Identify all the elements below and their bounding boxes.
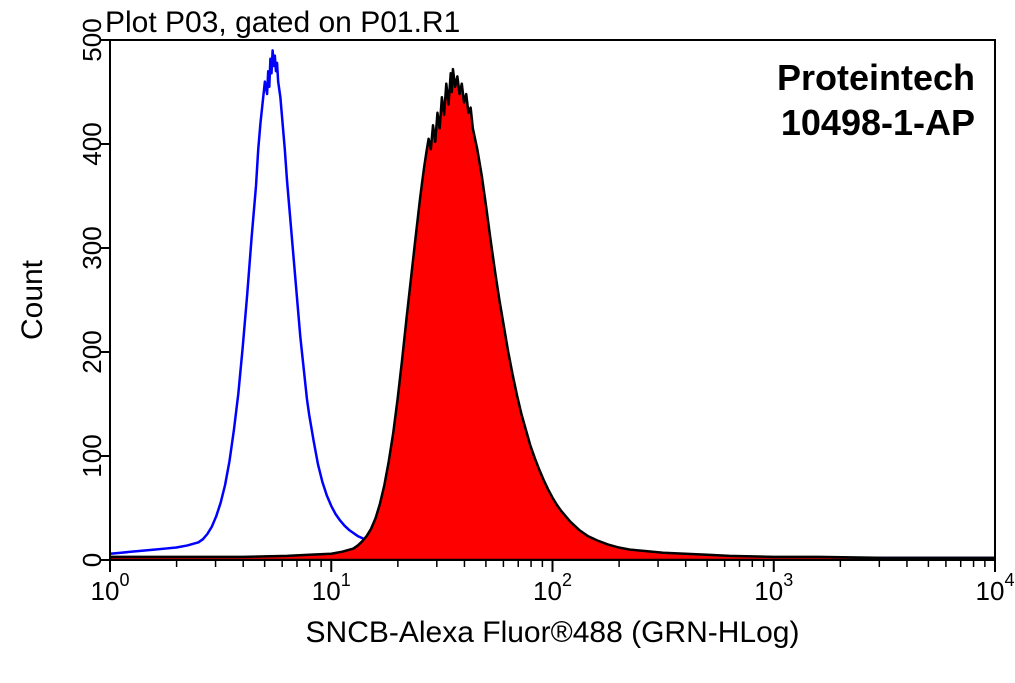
- brand-label: Proteintech: [777, 57, 975, 98]
- x-tick-label: 104: [976, 570, 1015, 606]
- x-tick-label: 103: [754, 570, 793, 606]
- catalog-label: 10498-1-AP: [781, 102, 975, 143]
- x-axis-label: SNCB-Alexa Fluor®488 (GRN-HLog): [306, 616, 800, 649]
- y-axis-label: Count: [16, 259, 49, 340]
- x-tick-label: 100: [91, 570, 130, 606]
- x-tick-label: 101: [312, 570, 351, 606]
- x-tick-label: 102: [533, 570, 572, 606]
- y-tick-label: 200: [77, 330, 107, 373]
- y-tick-label: 100: [77, 434, 107, 477]
- y-tick-label: 500: [77, 18, 107, 61]
- y-tick-label: 400: [77, 122, 107, 165]
- y-tick-label: 300: [77, 226, 107, 269]
- plot-title: Plot P03, gated on P01.R1: [105, 6, 460, 39]
- y-tick-label: 0: [77, 553, 107, 567]
- flow-cytometry-chart: 0 100 200 300 400 500 Count 100 101 102 103 104 SNCB…: [0, 0, 1015, 683]
